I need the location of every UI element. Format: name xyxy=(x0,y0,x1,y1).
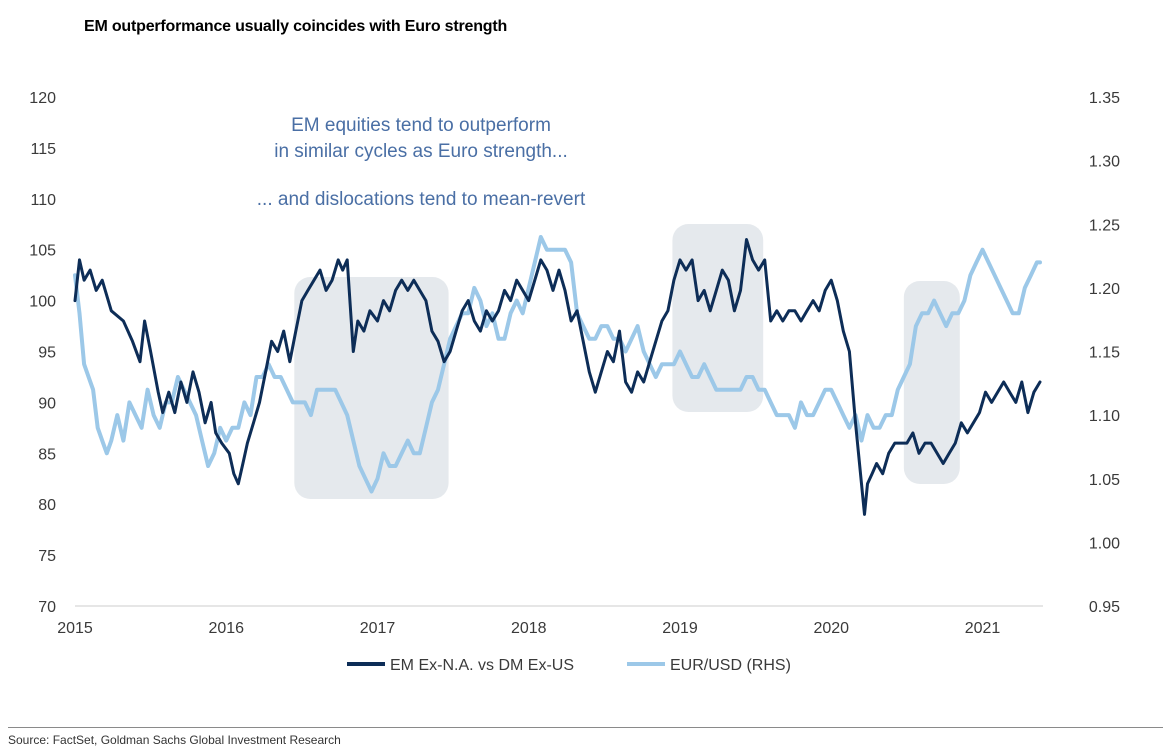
series-lines xyxy=(73,235,1042,516)
line-chart: 120 115 110 105 100 95 90 85 80 75 70 1.35 1.30 1.25… xyxy=(29,90,1120,674)
right-tick-label: 1.20 xyxy=(1089,281,1120,298)
left-tick-label: 120 xyxy=(29,90,56,107)
left-tick-label: 80 xyxy=(38,497,56,514)
right-tick-label: 0.95 xyxy=(1089,599,1120,616)
x-tick-label: 2018 xyxy=(511,620,547,637)
right-tick-label: 1.25 xyxy=(1089,217,1120,234)
left-tick-label: 85 xyxy=(38,446,56,463)
annotation-line-1: EM equities tend to outperform xyxy=(291,115,551,136)
right-axis-ticks: 1.35 1.30 1.25 1.20 1.15 1.10 1.05 1.00 0.95 xyxy=(1089,90,1120,616)
left-tick-label: 110 xyxy=(30,192,56,209)
series-line-eurusd xyxy=(73,235,1042,494)
x-tick-label: 2016 xyxy=(208,620,244,637)
source-note: Source: FactSet, Goldman Sachs Global In… xyxy=(8,733,341,747)
left-tick-label: 70 xyxy=(38,599,56,616)
annotations: EM equities tend to outperform in simila… xyxy=(257,115,586,210)
left-tick-label: 100 xyxy=(29,294,56,311)
right-tick-label: 1.05 xyxy=(1089,472,1120,489)
right-tick-label: 1.15 xyxy=(1089,345,1120,362)
left-tick-label: 115 xyxy=(30,141,56,158)
left-tick-label: 90 xyxy=(38,395,56,412)
x-tick-label: 2020 xyxy=(813,620,849,637)
highlight-band xyxy=(903,281,960,484)
left-tick-label: 95 xyxy=(38,345,56,362)
right-tick-label: 1.35 xyxy=(1089,90,1120,107)
left-tick-label: 75 xyxy=(38,548,56,565)
left-tick-label: 105 xyxy=(29,243,56,260)
source-divider xyxy=(8,727,1163,728)
legend-label-em: EM Ex-N.A. vs DM Ex-US xyxy=(390,657,574,674)
right-tick-label: 1.30 xyxy=(1089,154,1120,171)
right-tick-label: 1.10 xyxy=(1089,408,1120,425)
legend: EM Ex-N.A. vs DM Ex-US EUR/USD (RHS) xyxy=(347,657,791,674)
right-tick-label: 1.00 xyxy=(1089,535,1120,552)
chart-title: EM outperformance usually coincides with… xyxy=(84,18,508,35)
annotation-line-2: in similar cycles as Euro strength... xyxy=(274,141,568,162)
x-tick-label: 2021 xyxy=(965,620,1001,637)
legend-label-eurusd: EUR/USD (RHS) xyxy=(670,657,791,674)
left-axis-ticks: 120 115 110 105 100 95 90 85 80 75 70 xyxy=(29,90,56,616)
x-tick-label: 2017 xyxy=(360,620,396,637)
annotation-line-3: ... and dislocations tend to mean-revert xyxy=(257,189,586,210)
x-tick-label: 2019 xyxy=(662,620,698,637)
series-line-em-vs-dm xyxy=(73,238,1042,516)
x-axis-ticks: 2015 2016 2017 2018 2019 2020 2021 xyxy=(57,620,1000,637)
x-tick-label: 2015 xyxy=(57,620,93,637)
